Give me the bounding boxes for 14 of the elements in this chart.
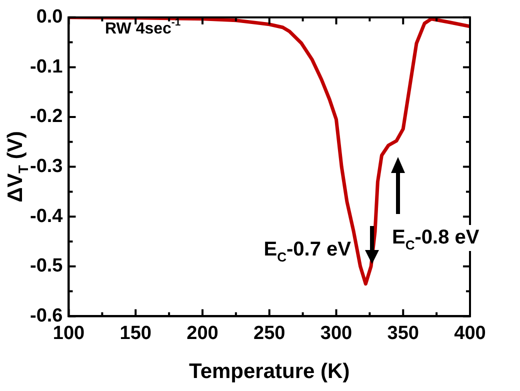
y-axis-title: ΔVT (V) <box>4 131 32 202</box>
x-tick-label: 300 <box>320 322 352 344</box>
x-axis-title: Temperature (K) <box>189 360 350 383</box>
y-tick-label: -0.5 <box>30 256 64 277</box>
x-tick-label: 350 <box>387 322 419 344</box>
x-tick-label: 250 <box>254 322 286 344</box>
y-tick-label: -0.4 <box>30 206 64 227</box>
y-tick-label: -0.1 <box>30 56 64 78</box>
x-tick-label: 200 <box>186 322 218 344</box>
y-tick-label: -0.2 <box>30 106 63 128</box>
x-tick-label: 400 <box>454 322 486 344</box>
y-tick-label: -0.3 <box>30 156 63 178</box>
y-tick-label: 0.0 <box>36 6 63 28</box>
x-tick-label: 150 <box>120 322 152 344</box>
